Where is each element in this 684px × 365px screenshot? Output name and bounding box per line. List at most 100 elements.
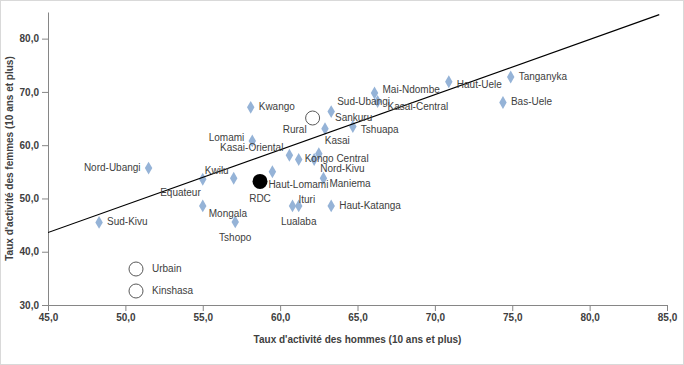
- point-label: Tshopo: [219, 232, 252, 243]
- chart: 45,0 50,0 55,0 60,0 65,0 70,0 75,0 80,0 85,0 30,0…: [0, 0, 684, 365]
- point-label: Lomami: [209, 132, 245, 143]
- point: [145, 162, 152, 175]
- point: [327, 105, 334, 118]
- point-label: Kwango: [259, 101, 296, 112]
- point-label: Kasai: [325, 135, 350, 146]
- tick-mark: [42, 305, 48, 306]
- legend-label: Urbain: [152, 263, 181, 274]
- point-label: Sud-Ubangi: [337, 96, 390, 107]
- tick-mark: [48, 305, 49, 311]
- tick-mark: [203, 305, 204, 311]
- point: [499, 96, 506, 109]
- point: [95, 216, 102, 229]
- tick-label: 70,0: [426, 312, 446, 323]
- marks: [48, 15, 659, 233]
- tick: 75,0: [503, 305, 523, 323]
- point-label: Lualaba: [281, 216, 317, 227]
- point-label: Haut-Lomami: [268, 179, 328, 190]
- tick-label: 60,0: [271, 312, 291, 323]
- point-label: Sankuru: [335, 112, 372, 123]
- point: [269, 165, 276, 178]
- axis-line: [48, 13, 49, 306]
- point-label: Nord-Kivu: [320, 163, 364, 174]
- legend-label: Kinshasa: [152, 285, 194, 296]
- tick-mark: [667, 305, 668, 311]
- point-label: Haut-Katanga: [339, 200, 401, 211]
- tick: 80,0: [20, 33, 48, 44]
- point-label: Kasai-Oriental: [220, 142, 283, 153]
- tick: 30,0: [20, 300, 48, 311]
- tick: 85,0: [658, 305, 678, 323]
- tick-label: 30,0: [20, 300, 40, 311]
- point-label: Bas-Uele: [511, 96, 553, 107]
- tick-label: 80,0: [580, 312, 600, 323]
- tick-mark: [42, 92, 48, 93]
- point-label: RDC: [249, 193, 271, 204]
- point-label: Kasai-Central: [388, 101, 449, 112]
- legend-symbol: [129, 262, 143, 276]
- legend-item: Kinshasa: [129, 284, 194, 298]
- reference-line: [48, 15, 659, 233]
- point-label: Haut-Uele: [457, 79, 502, 90]
- tick-mark: [435, 305, 436, 311]
- tick-label: 55,0: [194, 312, 214, 323]
- point-label: Sud-Kivu: [107, 216, 148, 227]
- tick: 60,0: [20, 140, 48, 151]
- tick-label: 50,0: [20, 193, 40, 204]
- tick: 50,0: [20, 193, 48, 204]
- tick-mark: [125, 305, 126, 311]
- legend: Urbain Kinshasa: [129, 262, 194, 298]
- tick-label: 65,0: [348, 312, 368, 323]
- tick-label: 75,0: [503, 312, 523, 323]
- point-label: Tshuapa: [361, 124, 399, 135]
- point: [253, 174, 268, 189]
- point-label: Mongala: [209, 208, 248, 219]
- tick-mark: [280, 305, 281, 311]
- tick: 40,0: [20, 246, 48, 257]
- tick: 65,0: [348, 305, 368, 323]
- point: [507, 71, 514, 84]
- point: [327, 199, 334, 212]
- point-label: Ituri: [299, 194, 316, 205]
- tick-mark: [512, 305, 513, 311]
- tick: 55,0: [194, 305, 214, 323]
- tick-label: 80,0: [20, 33, 40, 44]
- point: [306, 111, 320, 125]
- tick-label: 70,0: [20, 87, 40, 98]
- tick: 70,0: [20, 87, 48, 98]
- y-axis-title: Taux d'activité des femmes (10 ans et pl…: [4, 56, 15, 261]
- tick: 70,0: [426, 305, 446, 323]
- point: [247, 101, 254, 114]
- x-axis-title: Taux d'activité des hommes (10 ans et pl…: [254, 334, 462, 345]
- tick-mark: [358, 305, 359, 311]
- point: [295, 153, 302, 166]
- legend-symbol: [129, 284, 143, 298]
- point-label: Nord-Ubangi: [84, 162, 141, 173]
- tick: 60,0: [271, 305, 291, 323]
- point: [445, 75, 452, 88]
- chart-border: [1, 1, 684, 365]
- point-label: Maniema: [329, 178, 371, 189]
- tick-label: 45,0: [39, 312, 59, 323]
- point-labels: Tanganyka Haut-Uele Bas-Uele Mai-Ndombe Kasa…: [84, 71, 568, 243]
- legend-item: Urbain: [129, 262, 181, 276]
- tick-mark: [42, 39, 48, 40]
- point-label: Rural: [283, 124, 307, 135]
- tick-mark: [42, 145, 48, 146]
- tick: 80,0: [580, 305, 600, 323]
- point: [230, 172, 237, 185]
- point: [286, 149, 293, 162]
- tick-label: 85,0: [658, 312, 678, 323]
- tick: 45,0: [39, 305, 59, 323]
- point-label: Tanganyka: [519, 71, 568, 82]
- tick-mark: [590, 305, 591, 311]
- point-label: Equateur: [160, 187, 201, 198]
- y-axis: 30,0 40,0 50,0 60,0 70,0 80,0: [20, 13, 49, 311]
- tick: 50,0: [116, 305, 136, 323]
- tick-mark: [42, 198, 48, 199]
- point-label: Mai-Ndombe: [383, 84, 441, 95]
- tick-label: 60,0: [20, 140, 40, 151]
- plot: 45,0 50,0 55,0 60,0 65,0 70,0 75,0 80,0 85,0 30,0…: [20, 13, 678, 324]
- tick-mark: [42, 252, 48, 253]
- tick-label: 50,0: [116, 312, 136, 323]
